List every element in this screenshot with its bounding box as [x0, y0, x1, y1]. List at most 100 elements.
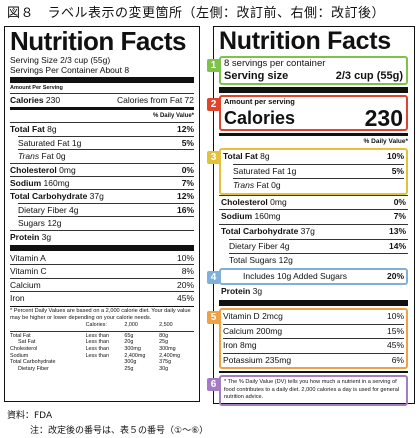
new-calories-label: Calories — [224, 108, 296, 128]
new-dv-header: % Daily Value* — [363, 138, 408, 145]
nutrient-dv: 20% — [386, 270, 404, 281]
new-serving-size-label: Serving size — [224, 70, 289, 82]
section-5-vitamins: 5 Vitamin D 2mcg 10% Calcium 200mg 15% I… — [207, 307, 408, 370]
table-cell: Sodium — [10, 352, 29, 359]
old-calories-value: 230 — [45, 95, 61, 105]
vitamin-amount: 235mg — [265, 354, 292, 365]
nutrient-dv: 0% — [393, 196, 406, 207]
table-cell: Less than — [85, 352, 109, 359]
nutrient-dv: 14% — [388, 240, 406, 251]
nutrient-label: Includes 10g Added Sugars — [243, 270, 347, 281]
old-vitamin-row: Vitamin A 10% — [10, 252, 194, 264]
old-calories-label: Calories — [10, 95, 44, 105]
nutrient-label: Total Sugars — [229, 255, 277, 266]
nutrient-label: Total Carbohydrate — [10, 191, 88, 202]
nutrient-amount: 12g — [278, 255, 293, 266]
table-cell: 65g — [124, 332, 134, 339]
old-nutrient-row: Trans Fat 0g — [18, 149, 194, 162]
new-nutrient-row: Cholesterol 0mg 0% — [219, 194, 408, 210]
new-serving-size-value: 2/3 cup (55g) — [335, 70, 403, 82]
badge-6: 6 — [207, 378, 220, 392]
table-cell: Dietary Fiber — [18, 365, 49, 372]
old-nutrition-label: Nutrition Facts Serving Size 2/3 cup (55… — [4, 26, 200, 402]
vitamin-amount: 8mg — [240, 340, 257, 351]
table-cell: 2,000 — [124, 322, 138, 329]
badge-1: 1 — [207, 59, 220, 72]
table-row: Sat Fat Less than 20g 25g — [10, 339, 194, 346]
badge-2: 2 — [207, 98, 220, 111]
new-vitamin-row: Potassium 235mg 6% — [223, 352, 404, 368]
table-cell: Total Carbohydrate — [10, 359, 56, 366]
old-nutrient-row: Total Fat 8g 12% — [10, 122, 194, 135]
table-cell: Cholesterol — [10, 346, 38, 353]
new-nutrient-row: Dietary Fiber 4g 14% — [229, 238, 408, 254]
nutrient-amount: 37g — [89, 191, 104, 202]
nutrient-amount: 4g — [69, 204, 79, 215]
new-servings-per-container: 8 servings per container — [224, 58, 326, 69]
nutrient-label: Sodium — [10, 178, 42, 189]
divider — [10, 77, 194, 83]
nutrient-label: Protein — [10, 231, 40, 242]
nutrient-label: Sodium — [221, 211, 253, 222]
table-cell: 2,400mg — [159, 352, 181, 359]
nutrient-dv: 5% — [181, 137, 194, 148]
table-cell: Sat Fat — [18, 339, 36, 346]
table-cell: 300mg — [159, 346, 176, 353]
table-cell: Total Fat — [10, 332, 31, 339]
old-nutrient-row: Cholesterol 0mg 0% — [10, 162, 194, 176]
table-row: Total Fat Less than 65g 80g — [10, 333, 194, 340]
footnote-note: 注：改定後の番号は、表５の番号（①～⑥） — [30, 426, 209, 436]
section-1-servings: 1 8 servings per container Serving size … — [207, 56, 408, 85]
section-6-footnote: 6 * The % Daily Value (DV) tells you how… — [207, 375, 408, 406]
table-cell: Less than — [85, 346, 109, 353]
new-vitamin-row: Iron 8mg 45% — [223, 338, 404, 353]
new-nutrient-row: Saturated Fat 1g 5% — [233, 163, 404, 179]
nutrient-amount: Fat 0g — [256, 180, 281, 191]
old-servings-per-container: Servings Per Container About 8 — [10, 65, 130, 75]
table-cell: Less than — [85, 332, 109, 339]
nutrient-amount: 1g — [286, 165, 297, 176]
nutrient-label: Protein — [221, 286, 251, 297]
table-cell: 300mg — [124, 346, 141, 353]
nutrient-label: Total Fat — [223, 151, 258, 161]
nutrient-amount: 12g — [47, 218, 62, 229]
old-amount-per-serving: Amount Per Serving — [10, 85, 63, 91]
old-nutrient-row: Dietary Fiber 4g 16% — [18, 202, 194, 216]
new-vitamin-row: Calcium 200mg 15% — [223, 323, 404, 339]
vitamin-dv: 8% — [181, 266, 194, 277]
table-row: Sodium Less than 2,400mg 2,400mg — [10, 353, 194, 360]
vitamin-dv: 6% — [391, 354, 404, 365]
divider — [10, 107, 194, 111]
old-nutrient-row: Sodium 160mg 7% — [10, 176, 194, 189]
new-nutrient-row: Total Sugars 12g — [229, 253, 408, 268]
vitamin-label: Calcium — [223, 325, 254, 336]
nutrient-dv: 5% — [391, 165, 404, 176]
nutrient-label: Saturated Fat — [233, 165, 285, 176]
old-footnote: * Percent Daily Values are based on a 2,… — [10, 307, 191, 321]
table-row: Total Carbohydrate 300g 375g — [10, 359, 194, 366]
new-nutrient-row: Trans Fat 0g — [233, 178, 404, 193]
table-cell: 25g — [124, 365, 134, 372]
old-label-heading: Nutrition Facts — [10, 26, 186, 56]
vitamin-dv: 15% — [386, 325, 404, 336]
new-label-heading: Nutrition Facts — [219, 27, 391, 55]
vitamin-label: Iron — [223, 340, 238, 351]
divider — [219, 371, 408, 374]
old-vitamin-row: Calcium 20% — [10, 277, 194, 291]
old-nutrient-row: Sugars 12g — [18, 216, 194, 229]
vitamin-label: Potassium — [223, 354, 263, 365]
new-nutrition-label: Nutrition Facts 1 8 servings per contain… — [207, 26, 415, 406]
new-nutrient-row: Protein 3g — [219, 285, 408, 299]
table-cell: 80g — [159, 332, 169, 339]
divider — [10, 245, 194, 252]
nutrient-label: Dietary Fiber — [229, 240, 278, 251]
vitamin-amount: 200mg — [256, 325, 283, 336]
section-4-added-sugars: 4 Includes 10g Added Sugars 20% — [207, 267, 408, 286]
new-nutrient-row: Includes 10g Added Sugars 20% — [243, 270, 404, 284]
vitamin-label: Calcium — [10, 279, 41, 290]
table-cell: 300g — [124, 359, 137, 366]
nutrient-amount: 8g — [47, 124, 57, 135]
nutrient-dv: 12% — [176, 124, 194, 135]
vitamin-dv: 20% — [176, 279, 194, 290]
old-calories-row: Calories 230 Calories from Fat 72 — [10, 93, 194, 106]
